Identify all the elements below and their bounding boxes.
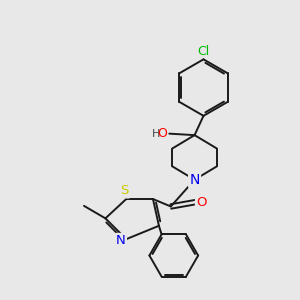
Text: H: H — [152, 129, 160, 139]
Text: N: N — [116, 234, 126, 247]
Text: S: S — [121, 184, 129, 197]
Text: N: N — [189, 173, 200, 187]
Text: O: O — [158, 127, 167, 140]
Text: Cl: Cl — [197, 44, 210, 58]
Text: O: O — [196, 196, 207, 208]
